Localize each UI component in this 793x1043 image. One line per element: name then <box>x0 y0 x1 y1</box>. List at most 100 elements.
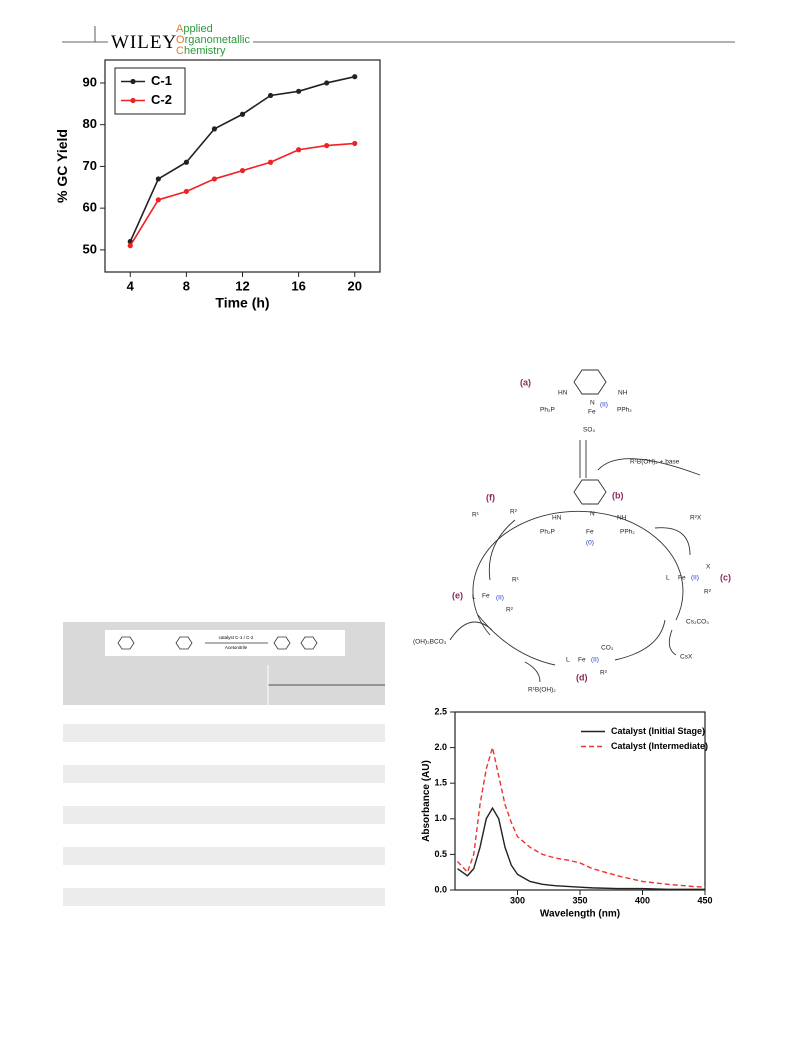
y-tick-label: 50 <box>83 241 97 256</box>
y-tick-label: 0.0 <box>434 884 447 894</box>
x-tick-label: 12 <box>235 278 249 293</box>
scheme-label: R² <box>704 589 712 596</box>
scheme-label: (II) <box>600 402 608 409</box>
scheme-label: Fe <box>586 529 594 536</box>
legend-label: C-2 <box>151 92 172 107</box>
scheme-label: NH <box>617 515 627 522</box>
scheme-label: HN <box>552 515 562 522</box>
scheme-label: Fe <box>678 575 686 582</box>
y-tick-label: 90 <box>83 74 97 89</box>
data-point <box>183 159 189 165</box>
y-tick-label: 1.5 <box>434 778 447 788</box>
x-tick-label: 300 <box>510 895 525 905</box>
scheme-label: X <box>706 564 711 571</box>
scheme-label: N <box>590 511 595 518</box>
scheme-label: R² <box>510 509 518 516</box>
scheme-label: Fe <box>482 593 490 600</box>
scheme-label: R²X <box>690 515 702 522</box>
data-point <box>211 176 218 182</box>
scheme-label: L <box>666 575 670 582</box>
series-line <box>129 142 355 247</box>
data-point <box>183 188 189 195</box>
scheme-label: R² <box>506 607 514 614</box>
x-axis-label: Wavelength (nm) <box>540 909 620 920</box>
scheme-drawing <box>449 369 701 683</box>
data-point <box>352 74 358 80</box>
brand: WILEY <box>108 32 181 54</box>
legend-marker <box>130 97 136 104</box>
y-tick-label: 2.0 <box>434 742 447 752</box>
journal-title: Applied Organometallic Chemistry <box>176 24 253 57</box>
scheme-label: SO₄ <box>583 427 595 434</box>
scheme-label: NH <box>618 390 628 397</box>
data-point <box>352 140 358 147</box>
data-point <box>267 92 274 99</box>
y-tick-label: 2.5 <box>434 706 447 716</box>
x-axis-label: Time (h) <box>215 295 269 311</box>
scheme-label: R¹B(OH)₂ + base <box>630 459 680 466</box>
scheme-label: N <box>590 400 595 407</box>
y-tick-label: 0.5 <box>434 849 447 859</box>
scheme-label: R¹B(OH)₂ <box>528 687 556 694</box>
x-tick-label: 350 <box>572 895 587 905</box>
scheme-label: (d) <box>576 672 588 682</box>
reaction-drawing <box>117 636 318 650</box>
legend-label: Catalyst (Initial Stage) <box>611 726 705 736</box>
data-point <box>239 111 246 117</box>
series-line <box>456 747 706 888</box>
y-tick-label: 80 <box>83 116 97 131</box>
table-stripes <box>63 724 385 906</box>
scheme-label: R¹ <box>512 577 520 584</box>
scheme-label: (II) <box>691 575 699 582</box>
legend-label: C-1 <box>151 73 172 88</box>
scheme-label: CsX <box>680 654 693 661</box>
scheme-label: (OH)₂BCO₃ <box>413 639 447 646</box>
scheme-label: PPh₂ <box>620 529 635 536</box>
data-point <box>155 176 161 182</box>
data-point <box>267 159 274 165</box>
reaction-solvent: Acetonitrile <box>225 645 248 650</box>
x-tick-label: 8 <box>183 278 190 293</box>
x-tick-label: 4 <box>127 278 135 293</box>
journal-word: Organometallic <box>176 34 250 46</box>
scheme-label: (f) <box>486 492 495 502</box>
x-tick-label: 400 <box>635 895 650 905</box>
data-point <box>127 243 133 249</box>
scheme-label: Ph₂P <box>540 529 555 536</box>
data-point <box>296 147 302 153</box>
x-tick-label: 20 <box>348 278 362 293</box>
reaction-condition: catalyst C-1 / C-2 <box>219 635 254 640</box>
data-point <box>211 126 218 132</box>
legend-box <box>114 67 186 115</box>
x-tick-label: 16 <box>291 278 305 293</box>
scheme-label: R¹ <box>472 512 480 519</box>
scheme-label: CO₃ <box>601 645 614 652</box>
y-tick-label: 70 <box>83 158 97 173</box>
scheme-label: (II) <box>496 595 504 602</box>
scheme-label: (b) <box>612 490 624 500</box>
scheme-label: Ph₂P <box>540 407 555 414</box>
scheme-label: (a) <box>520 377 531 387</box>
data-point <box>324 142 330 149</box>
legend-marker <box>130 78 136 85</box>
data-point <box>296 88 302 94</box>
scheme-label: (II) <box>591 657 599 664</box>
scheme-label: R² <box>600 670 608 677</box>
scheme-label: L <box>566 657 570 664</box>
scheme-label: Fe <box>578 657 586 664</box>
journal-word: Applied <box>176 23 213 35</box>
y-tick-label: 1.0 <box>434 813 447 823</box>
scheme-label: (e) <box>452 590 463 600</box>
scheme-label: Fe <box>588 409 596 416</box>
y-tick-label: 60 <box>83 200 97 215</box>
data-point <box>155 197 161 203</box>
y-axis-label: % GC Yield <box>54 129 70 203</box>
journal-word: Chemistry <box>176 45 226 57</box>
scheme-label: PPh₂ <box>617 407 632 414</box>
scheme-label: (0) <box>586 540 594 547</box>
scheme-label: HN <box>558 390 568 397</box>
series-line <box>457 806 705 890</box>
scheme-label: Cs₂CO₃ <box>686 619 709 626</box>
